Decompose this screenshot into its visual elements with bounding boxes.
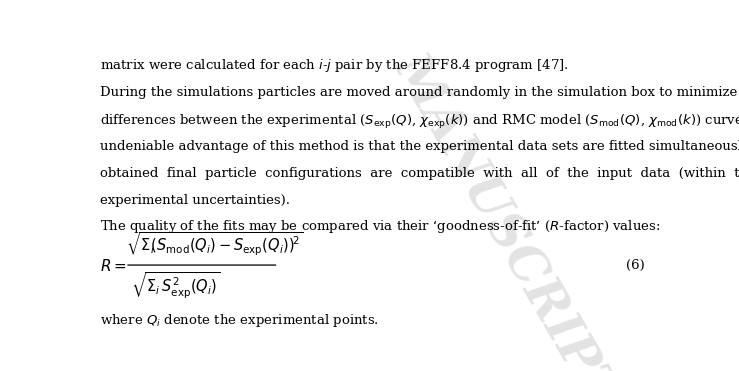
Text: matrix were calculated for each $i$-$j$ pair by the FEFF8.4 program [47].: matrix were calculated for each $i$-$j$ …	[100, 58, 568, 74]
Text: $\sqrt{\Sigma_i\,S^2_{\mathrm{exp}}(Q_i)}$: $\sqrt{\Sigma_i\,S^2_{\mathrm{exp}}(Q_i)…	[132, 271, 220, 301]
Text: obtained  final  particle  configurations  are  compatible  with  all  of  the  : obtained final particle configurations a…	[100, 167, 739, 180]
Text: differences between the experimental ($S_{\mathrm{exp}}(Q)$, $\chi_{\mathrm{exp}: differences between the experimental ($S…	[100, 113, 739, 131]
Text: $\sqrt{\Sigma_i\!\left(S_{\mathrm{mod}}(Q_i)-S_{\mathrm{exp}}(Q_i)\right)^{\!2}}: $\sqrt{\Sigma_i\!\left(S_{\mathrm{mod}}(…	[126, 230, 303, 256]
Text: (6): (6)	[627, 259, 645, 272]
Text: experimental uncertainties).: experimental uncertainties).	[100, 194, 290, 207]
Text: MANUSCRIPT: MANUSCRIPT	[384, 45, 626, 371]
Text: $R=$: $R=$	[100, 258, 126, 274]
Text: undeniable advantage of this method is that the experimental data sets are fitte: undeniable advantage of this method is t…	[100, 140, 739, 153]
Text: where $Q_i$ denote the experimental points.: where $Q_i$ denote the experimental poin…	[100, 312, 379, 329]
Text: The quality of the fits may be compared via their ‘goodness-of-fit’ ($R$-factor): The quality of the fits may be compared …	[100, 218, 660, 235]
Text: During the simulations particles are moved around randomly in the simulation box: During the simulations particles are mov…	[100, 86, 739, 99]
